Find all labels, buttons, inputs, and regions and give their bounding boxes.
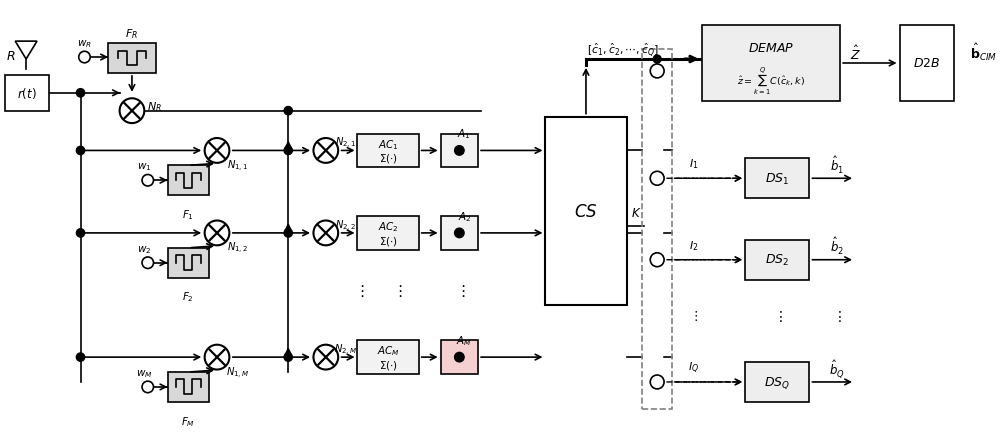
Text: $\hat{b}_1$: $\hat{b}_1$ — [830, 155, 844, 176]
Text: $N_{2,1}$: $N_{2,1}$ — [335, 136, 356, 151]
Circle shape — [76, 147, 85, 155]
Circle shape — [142, 175, 154, 187]
Text: $N_{1,2}$: $N_{1,2}$ — [227, 241, 248, 256]
Text: $w_1$: $w_1$ — [137, 161, 151, 173]
Circle shape — [653, 56, 661, 64]
Circle shape — [79, 52, 90, 64]
Text: $I_Q$: $I_Q$ — [688, 360, 699, 375]
Circle shape — [455, 353, 464, 362]
Circle shape — [284, 147, 292, 155]
Circle shape — [455, 146, 464, 156]
Text: $DS_Q$: $DS_Q$ — [764, 374, 790, 390]
Circle shape — [142, 381, 154, 393]
Text: $N_{2,M}$: $N_{2,M}$ — [334, 342, 357, 357]
Text: $N_{1,1}$: $N_{1,1}$ — [227, 159, 248, 173]
Text: $F_M$: $F_M$ — [181, 414, 195, 427]
Text: $CS$: $CS$ — [574, 203, 598, 220]
FancyBboxPatch shape — [745, 362, 809, 402]
Circle shape — [120, 99, 144, 124]
Text: $\Sigma(\cdot)$: $\Sigma(\cdot)$ — [379, 152, 398, 165]
Text: $DS_2$: $DS_2$ — [765, 253, 789, 268]
Text: $AC_2$: $AC_2$ — [378, 220, 398, 233]
FancyBboxPatch shape — [441, 134, 478, 168]
Circle shape — [650, 375, 664, 389]
Circle shape — [650, 172, 664, 186]
Circle shape — [205, 345, 229, 370]
FancyBboxPatch shape — [357, 216, 419, 250]
Circle shape — [455, 229, 464, 238]
FancyBboxPatch shape — [168, 166, 209, 196]
Text: $\vdots$: $\vdots$ — [832, 308, 842, 323]
Text: $w_R$: $w_R$ — [77, 38, 92, 50]
Circle shape — [284, 229, 292, 237]
FancyBboxPatch shape — [168, 248, 209, 278]
Text: $A_1$: $A_1$ — [457, 127, 471, 141]
Circle shape — [76, 353, 85, 361]
Text: $w_M$: $w_M$ — [136, 367, 152, 379]
Text: $I_1$: $I_1$ — [689, 157, 699, 171]
Circle shape — [650, 65, 664, 79]
Circle shape — [284, 353, 292, 361]
Text: $N_{1,M}$: $N_{1,M}$ — [226, 365, 249, 380]
Text: $\Sigma(\cdot)$: $\Sigma(\cdot)$ — [379, 358, 398, 371]
Circle shape — [205, 139, 229, 163]
FancyBboxPatch shape — [900, 26, 954, 102]
FancyBboxPatch shape — [702, 26, 840, 102]
Text: $\vdots$: $\vdots$ — [392, 282, 402, 298]
Text: $\hat{z}=\sum_{k=1}^{Q}C(\hat{c}_k,k)$: $\hat{z}=\sum_{k=1}^{Q}C(\hat{c}_k,k)$ — [737, 66, 805, 97]
Text: $R$: $R$ — [6, 49, 16, 62]
Text: $w_2$: $w_2$ — [137, 244, 151, 255]
Text: $\hat{b}_2$: $\hat{b}_2$ — [830, 236, 844, 257]
Text: $F_R$: $F_R$ — [125, 27, 138, 41]
Circle shape — [650, 253, 664, 267]
Circle shape — [76, 89, 85, 98]
Text: $AC_M$: $AC_M$ — [377, 344, 400, 357]
FancyBboxPatch shape — [441, 216, 478, 250]
Circle shape — [313, 139, 338, 163]
FancyBboxPatch shape — [545, 117, 627, 306]
Text: $AC_1$: $AC_1$ — [378, 138, 399, 151]
Text: $I_2$: $I_2$ — [689, 238, 698, 252]
FancyBboxPatch shape — [357, 340, 419, 374]
Text: $\vdots$: $\vdots$ — [455, 282, 466, 298]
Text: $\hat{b}_Q$: $\hat{b}_Q$ — [829, 357, 845, 379]
Text: $\hat{Z}$: $\hat{Z}$ — [850, 45, 862, 63]
Text: $A_M$: $A_M$ — [456, 334, 472, 347]
Circle shape — [313, 345, 338, 370]
Text: $A_2$: $A_2$ — [458, 210, 471, 223]
Text: $DS_1$: $DS_1$ — [765, 171, 789, 187]
Circle shape — [284, 107, 292, 116]
Text: $D2B$: $D2B$ — [913, 57, 940, 71]
Text: $\hat{\mathbf{b}}_{CIM}$: $\hat{\mathbf{b}}_{CIM}$ — [970, 41, 997, 63]
Circle shape — [205, 221, 229, 246]
Text: $F_1$: $F_1$ — [182, 208, 194, 222]
Text: $N_{2,2}$: $N_{2,2}$ — [335, 218, 356, 233]
FancyBboxPatch shape — [745, 159, 809, 199]
FancyBboxPatch shape — [108, 44, 156, 74]
FancyBboxPatch shape — [441, 340, 478, 374]
Circle shape — [76, 229, 85, 237]
Text: $DEMAP$: $DEMAP$ — [748, 42, 794, 55]
Text: $\vdots$: $\vdots$ — [689, 309, 698, 323]
Text: $[\hat{c}_1,\hat{c}_2,\cdots,\hat{c}_Q]$: $[\hat{c}_1,\hat{c}_2,\cdots,\hat{c}_Q]$ — [587, 41, 659, 59]
Circle shape — [142, 258, 154, 269]
Text: $N_R$: $N_R$ — [147, 99, 162, 113]
Text: $\vdots$: $\vdots$ — [354, 282, 365, 298]
FancyBboxPatch shape — [168, 372, 209, 402]
Text: $\Sigma(\cdot)$: $\Sigma(\cdot)$ — [379, 234, 398, 247]
Circle shape — [313, 221, 338, 246]
FancyBboxPatch shape — [5, 76, 49, 111]
Text: $\vdots$: $\vdots$ — [773, 308, 782, 323]
FancyBboxPatch shape — [745, 240, 809, 280]
Text: $r(t)$: $r(t)$ — [17, 86, 37, 101]
Text: $K$: $K$ — [631, 206, 642, 219]
Text: $F_2$: $F_2$ — [182, 290, 194, 304]
FancyBboxPatch shape — [357, 134, 419, 168]
